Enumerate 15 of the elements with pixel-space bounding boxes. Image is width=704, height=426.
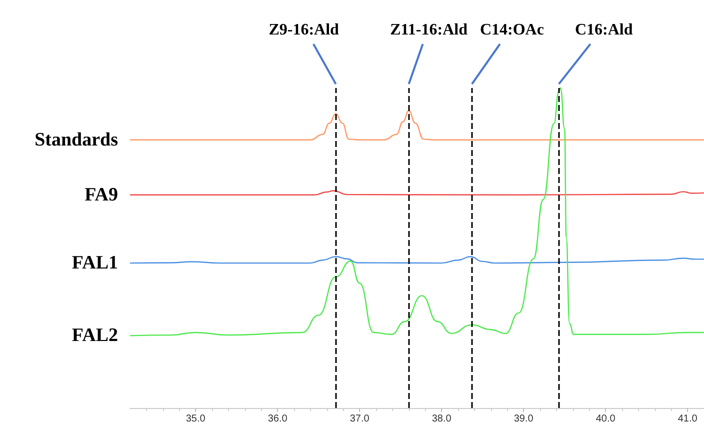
x-tick-label: 38.0: [432, 414, 452, 424]
x-tick-label: 37.0: [350, 414, 370, 424]
series-label: FA9: [84, 184, 118, 206]
x-tick-label: 40.0: [596, 414, 616, 424]
ref-line-label: C16:Ald: [574, 22, 633, 38]
x-tick-label: 39.0: [514, 414, 534, 424]
series-label: FAL1: [72, 252, 118, 274]
series-label: Standards: [34, 129, 118, 150]
ref-line-label: Z9-16:Ald: [268, 22, 340, 38]
x-tick-label: 35.0: [186, 414, 206, 424]
series-label: FAL2: [72, 325, 118, 346]
ref-line-label: Z11-16:Ald: [390, 22, 468, 38]
ref-line-label: C14:OAc: [480, 22, 544, 38]
x-tick-label: 41.0: [678, 414, 698, 424]
x-tick-label: 36.0: [268, 414, 288, 424]
